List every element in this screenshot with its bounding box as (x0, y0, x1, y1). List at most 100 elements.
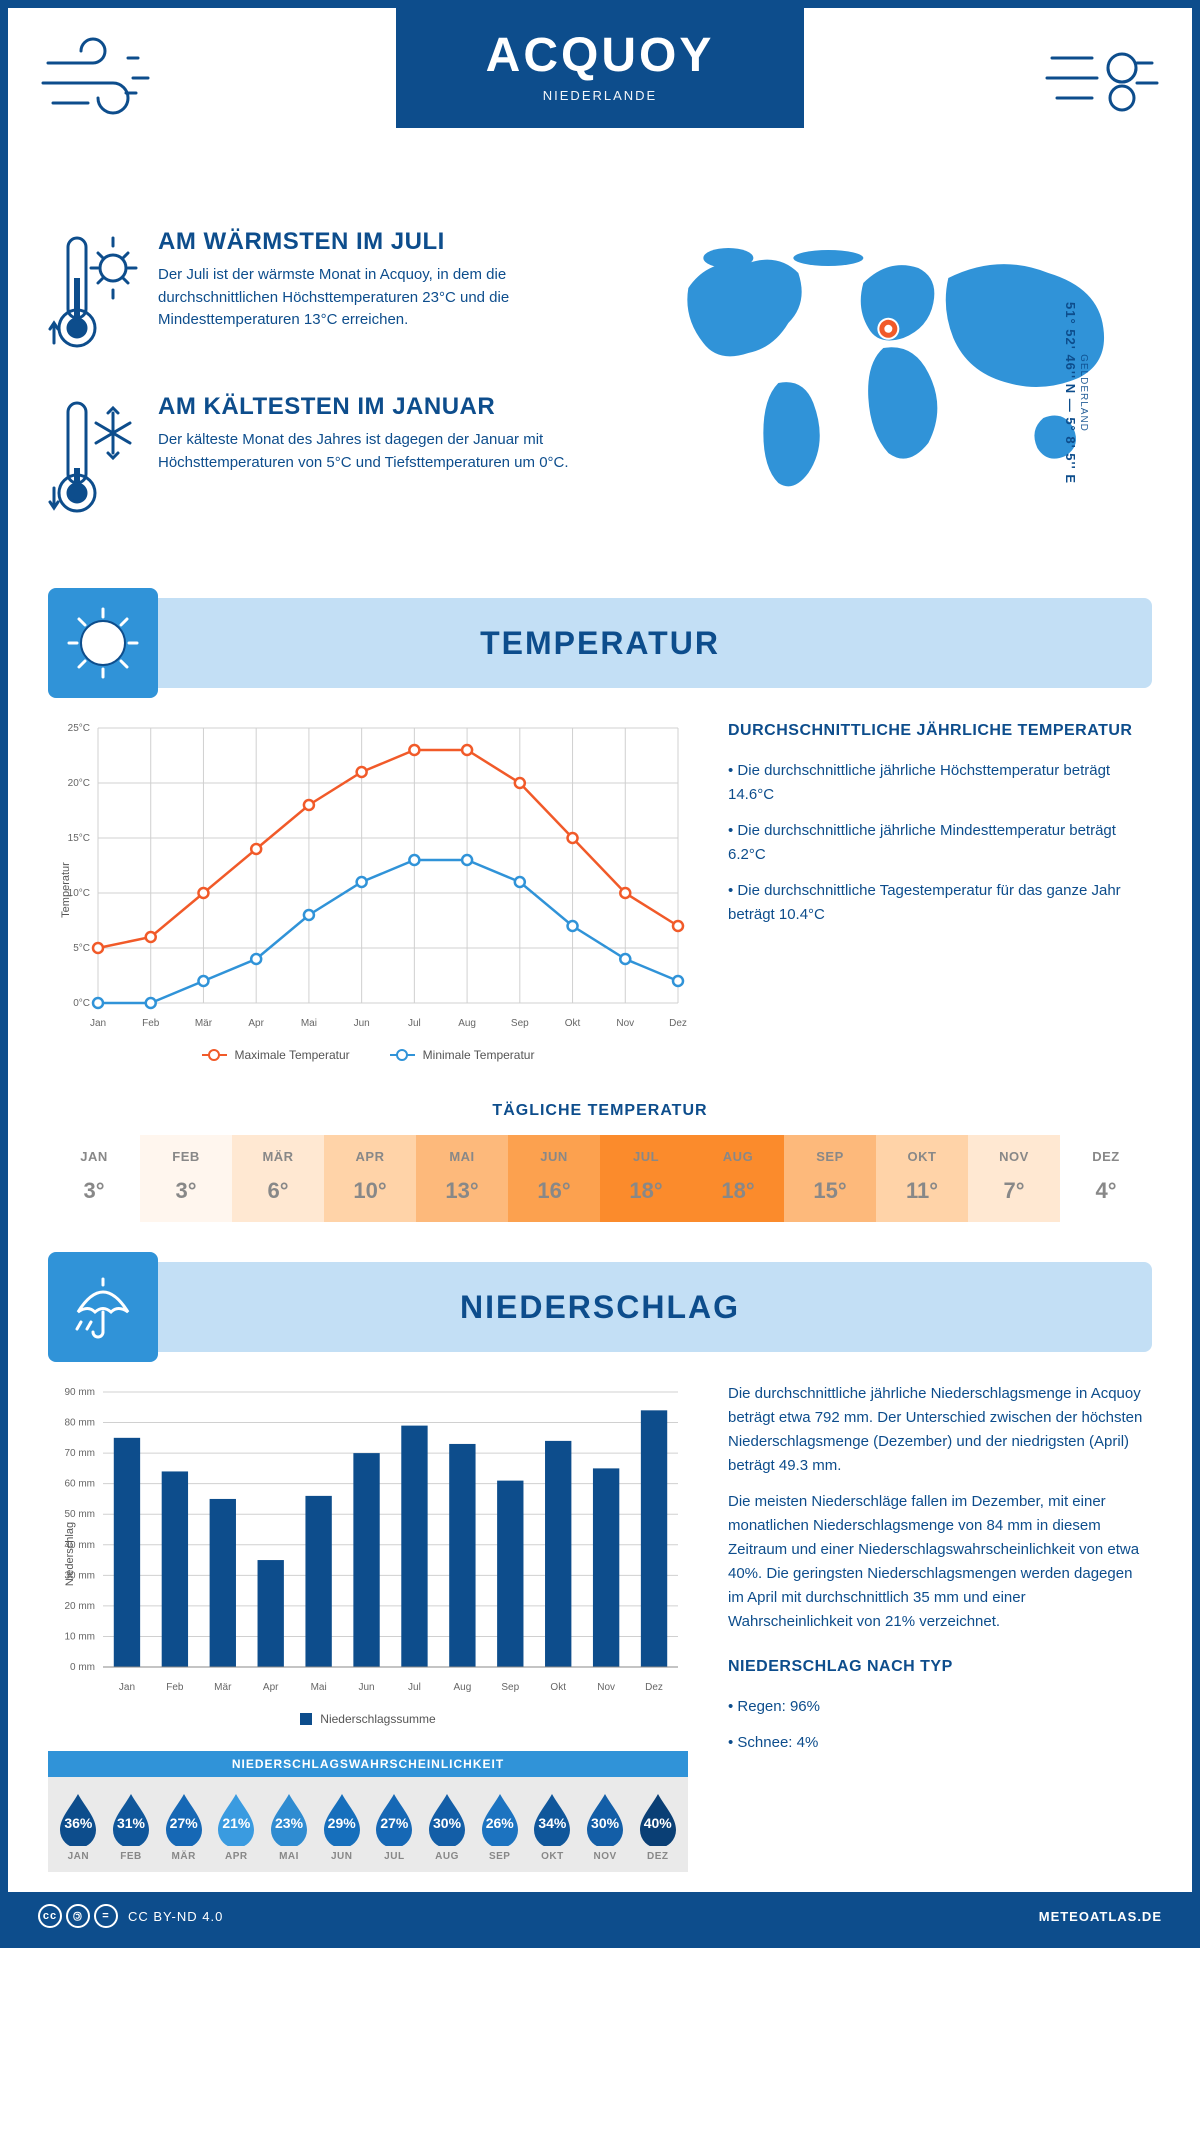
thermometer-hot-icon (48, 228, 138, 363)
precipitation-header: NIEDERSCHLAG (48, 1262, 1152, 1352)
temperature-title: TEMPERATUR (48, 625, 1152, 662)
precip-prob-title: NIEDERSCHLAGSWAHRSCHEINLICHKEIT (48, 1751, 688, 1777)
svg-text:0°C: 0°C (73, 998, 90, 1009)
svg-text:Okt: Okt (550, 1682, 566, 1693)
intro-section: AM WÄRMSTEN IM JULI Der Juli ist der wär… (8, 208, 1192, 578)
warmest-block: AM WÄRMSTEN IM JULI Der Juli ist der wär… (48, 228, 605, 363)
by-icon: 🄯 (66, 1904, 90, 1928)
coordinates-label: GELDERLAND 51° 52' 46'' N — 5° 8' 5'' E (1063, 302, 1089, 484)
svg-text:70 mm: 70 mm (64, 1448, 95, 1459)
svg-text:50 mm: 50 mm (64, 1509, 95, 1520)
svg-text:0 mm: 0 mm (70, 1662, 95, 1673)
precipitation-bar-chart: Niederschlag 0 mm10 mm20 mm30 mm40 mm50 … (48, 1382, 688, 1726)
svg-text:Jul: Jul (408, 1682, 421, 1693)
page-title: ACQUOY (486, 28, 715, 83)
svg-text:10 mm: 10 mm (64, 1631, 95, 1642)
page: ACQUOY NIEDERLANDE AM WÄRMSTEN IM JULI D… (0, 0, 1200, 1948)
svg-text:Jun: Jun (354, 1018, 370, 1029)
license-label: CC BY-ND 4.0 (128, 1909, 223, 1924)
svg-text:Feb: Feb (166, 1682, 184, 1693)
precip-prob-cell: 27% MÄR (158, 1792, 209, 1862)
svg-text:Mär: Mär (195, 1018, 213, 1029)
umbrella-icon (48, 1252, 158, 1362)
svg-text:Jun: Jun (358, 1682, 374, 1693)
precip-prob-cell: 40% DEZ (632, 1792, 683, 1862)
temperature-header: TEMPERATUR (48, 598, 1152, 688)
footer: cc 🄯 = CC BY-ND 4.0 METEOATLAS.DE (8, 1892, 1192, 1940)
coldest-block: AM KÄLTESTEN IM JANUAR Der kälteste Mona… (48, 393, 605, 528)
svg-text:5°C: 5°C (73, 943, 90, 954)
daily-temp-cell: JAN3° (48, 1135, 140, 1222)
svg-text:Aug: Aug (453, 1682, 471, 1693)
site-name: METEOATLAS.DE (1039, 1909, 1162, 1924)
map-column: GELDERLAND 51° 52' 46'' N — 5° 8' 5'' E (645, 228, 1152, 558)
svg-text:Sep: Sep (511, 1018, 529, 1029)
svg-text:Okt: Okt (565, 1018, 581, 1029)
svg-text:Dez: Dez (645, 1682, 663, 1693)
svg-text:20°C: 20°C (68, 778, 90, 789)
page-subtitle: NIEDERLANDE (486, 88, 715, 103)
precip-prob-cell: 26% SEP (474, 1792, 525, 1862)
precip-prob-cell: 36% JAN (53, 1792, 104, 1862)
precipitation-probability: NIEDERSCHLAGSWAHRSCHEINLICHKEIT 36% JAN … (48, 1751, 688, 1872)
temp-y-axis-label: Temperatur (60, 862, 72, 918)
intro-text-column: AM WÄRMSTEN IM JULI Der Juli ist der wär… (48, 228, 605, 558)
header: ACQUOY NIEDERLANDE (8, 8, 1192, 208)
map-marker-icon (878, 318, 900, 340)
daily-temp-cell: JUN16° (508, 1135, 600, 1222)
cc-icon: cc (38, 1904, 62, 1928)
svg-text:Mär: Mär (214, 1682, 232, 1693)
daily-temp-cell: FEB3° (140, 1135, 232, 1222)
precip-prob-cell: 34% OKT (527, 1792, 578, 1862)
temperature-summary: DURCHSCHNITTLICHE JÄHRLICHE TEMPERATUR •… (728, 718, 1152, 1062)
temp-chart-legend: Maximale TemperaturMinimale Temperatur (48, 1048, 688, 1062)
nd-icon: = (94, 1904, 118, 1928)
daily-temp-cell: SEP15° (784, 1135, 876, 1222)
daily-temp-cell: MÄR6° (232, 1135, 324, 1222)
wind-icon (38, 33, 158, 128)
svg-text:80 mm: 80 mm (64, 1418, 95, 1429)
daily-temp-cell: NOV7° (968, 1135, 1060, 1222)
precip-by-type-title: NIEDERSCHLAG NACH TYP (728, 1654, 1152, 1680)
svg-text:Mai: Mai (311, 1682, 327, 1693)
precip-prob-cell: 29% JUN (316, 1792, 367, 1862)
svg-text:Feb: Feb (142, 1018, 160, 1029)
wind-icon (1042, 33, 1162, 128)
svg-text:90 mm: 90 mm (64, 1387, 95, 1398)
svg-text:Mai: Mai (301, 1018, 317, 1029)
temperature-line-chart: Temperatur 0°C5°C10°C15°C20°C25°CJanFebM… (48, 718, 688, 1062)
daily-temp-title: TÄGLICHE TEMPERATUR (48, 1102, 1152, 1120)
temperature-section: TEMPERATUR Temperatur 0°C5°C10°C15°C20°C… (8, 578, 1192, 1242)
precip-prob-cell: 27% JUL (369, 1792, 420, 1862)
svg-text:Jan: Jan (90, 1018, 106, 1029)
precip-chart-legend: Niederschlagssumme (48, 1712, 688, 1726)
coldest-text: Der kälteste Monat des Jahres ist dagege… (158, 429, 605, 474)
precip-y-axis-label: Niederschlag (64, 1522, 76, 1586)
svg-text:Aug: Aug (458, 1018, 476, 1029)
daily-temp-cell: JUL18° (600, 1135, 692, 1222)
svg-text:Nov: Nov (597, 1682, 615, 1693)
daily-temp-cell: APR10° (324, 1135, 416, 1222)
coldest-title: AM KÄLTESTEN IM JANUAR (158, 393, 605, 421)
svg-text:Sep: Sep (501, 1682, 519, 1693)
svg-text:20 mm: 20 mm (64, 1601, 95, 1612)
svg-text:60 mm: 60 mm (64, 1479, 95, 1490)
cc-license-icons: cc 🄯 = (38, 1904, 118, 1928)
precip-prob-cell: 31% FEB (106, 1792, 157, 1862)
svg-text:Apr: Apr (248, 1018, 264, 1029)
title-banner: ACQUOY NIEDERLANDE (396, 8, 805, 128)
warmest-title: AM WÄRMSTEN IM JULI (158, 228, 605, 256)
daily-temp-cell: AUG18° (692, 1135, 784, 1222)
precipitation-section: NIEDERSCHLAG Niederschlag 0 mm 10 mm 20 mm… (8, 1242, 1192, 1892)
svg-text:Dez: Dez (669, 1018, 687, 1029)
precip-prob-cell: 21% APR (211, 1792, 262, 1862)
svg-text:25°C: 25°C (68, 723, 90, 734)
precipitation-summary: Die durchschnittliche jährliche Niedersc… (728, 1382, 1152, 1872)
thermometer-cold-icon (48, 393, 138, 528)
precipitation-title: NIEDERSCHLAG (48, 1289, 1152, 1326)
sun-icon (48, 588, 158, 698)
precip-prob-cell: 30% NOV (580, 1792, 631, 1862)
daily-temperature-table: TÄGLICHE TEMPERATUR JAN3°FEB3°MÄR6°APR10… (48, 1102, 1152, 1222)
svg-text:Jan: Jan (119, 1682, 135, 1693)
precip-prob-cell: 23% MAI (264, 1792, 315, 1862)
